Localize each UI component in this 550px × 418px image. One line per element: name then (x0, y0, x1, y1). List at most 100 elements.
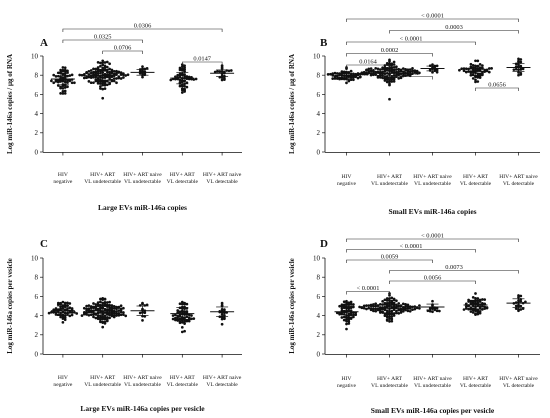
data-point (185, 319, 189, 323)
data-point (108, 67, 111, 71)
data-point (376, 67, 380, 71)
data-point (467, 300, 470, 303)
bracket-line (346, 249, 476, 253)
data-point (101, 315, 105, 319)
data-point (141, 75, 144, 79)
data-point (110, 68, 114, 72)
y-tick-label: 2 (317, 331, 321, 339)
p-value-label: 0.0147 (193, 55, 211, 62)
data-point (61, 320, 65, 324)
data-point (335, 72, 339, 75)
bracket-line (102, 50, 143, 54)
data-point (66, 301, 69, 305)
data-point (388, 294, 391, 297)
p-value-label: 0.0290 (402, 70, 420, 77)
data-point (476, 80, 480, 83)
data-point (476, 312, 480, 316)
bracket-line (346, 18, 519, 22)
p-value-label: 0.0059 (381, 253, 399, 260)
data-point (395, 68, 398, 71)
data-point (187, 319, 191, 323)
data-point (326, 73, 330, 76)
data-point (397, 67, 401, 71)
data-point (108, 62, 111, 66)
data-point (476, 302, 480, 306)
series-0 (50, 66, 76, 95)
panel-c: C 0 2 4 6 8 10 Log miR-146a copies per vesicle H… (6, 238, 242, 413)
data-point (68, 74, 72, 77)
data-point (92, 70, 95, 74)
data-point (124, 314, 128, 318)
data-point (481, 66, 484, 70)
data-point (68, 302, 72, 305)
data-point (395, 311, 398, 315)
data-point (458, 68, 461, 72)
data-point (367, 71, 371, 75)
data-point (108, 78, 111, 81)
bracket-line (389, 76, 433, 80)
category-label: HIV+ ART naive (413, 174, 452, 180)
category-label: negative (337, 181, 356, 187)
data-point (367, 304, 371, 307)
data-point (183, 84, 186, 88)
data-point (143, 311, 147, 315)
data-point (183, 302, 186, 306)
data-point (190, 314, 193, 317)
data-point (519, 294, 523, 298)
data-point (481, 304, 484, 308)
data-point (390, 299, 394, 303)
data-point (185, 315, 189, 319)
data-point (94, 316, 98, 320)
data-point (105, 83, 109, 87)
series-0 (334, 299, 359, 331)
data-point (87, 79, 91, 83)
data-point (192, 78, 196, 81)
data-point (365, 68, 368, 72)
data-point (183, 87, 186, 91)
data-point (385, 313, 389, 316)
category-label: HIV (342, 174, 352, 180)
data-point (103, 79, 107, 83)
data-point (388, 317, 391, 320)
data-point (87, 73, 91, 76)
data-point (87, 75, 91, 79)
data-point (378, 68, 382, 71)
data-point (383, 69, 387, 73)
data-point (96, 66, 100, 69)
panel-letter: D (320, 238, 328, 250)
data-point (514, 67, 518, 71)
data-point (70, 307, 74, 310)
category-label: VL detectable (206, 179, 238, 185)
data-point (63, 301, 67, 305)
data-point (105, 319, 109, 323)
category-label: HIV+ ART (170, 375, 196, 381)
data-point (105, 73, 109, 76)
comparison-bracket: 0.0059 (346, 253, 433, 263)
data-point (524, 300, 527, 304)
data-point (63, 74, 67, 78)
data-point (141, 65, 144, 68)
data-point (103, 76, 107, 79)
data-point (376, 70, 380, 74)
data-point (63, 303, 67, 307)
data-point (372, 309, 375, 313)
data-point (141, 319, 144, 322)
data-point (105, 301, 109, 304)
data-point (390, 309, 394, 313)
data-point (174, 316, 177, 320)
data-point (431, 63, 434, 66)
data-point (66, 79, 69, 82)
data-point (517, 71, 520, 74)
data-point (180, 300, 184, 304)
data-point (406, 306, 410, 310)
data-point (66, 85, 69, 89)
data-point (119, 313, 123, 317)
data-point (331, 73, 335, 77)
data-point (180, 65, 184, 69)
chart-title: Large EVs miR-146a copies (98, 203, 187, 212)
data-point (517, 308, 520, 311)
data-point (56, 71, 60, 75)
data-point (122, 72, 125, 75)
data-point (119, 310, 123, 314)
